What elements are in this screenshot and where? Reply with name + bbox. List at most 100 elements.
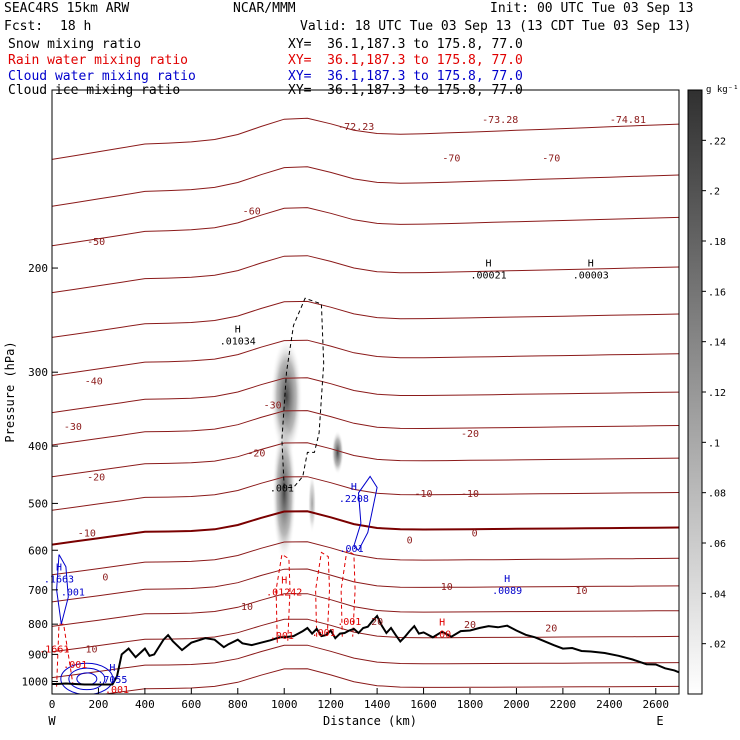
rain-contour [275, 553, 291, 643]
isotherm-label: -60 [243, 207, 261, 218]
min-value-label: .001 [61, 588, 85, 599]
isotherm-label: -10 [415, 489, 433, 500]
isotherm [52, 410, 679, 446]
isotherm [52, 541, 679, 576]
isotherm [52, 593, 679, 627]
colorbar [687, 89, 703, 695]
colorbar-units: g kg⁻¹ [706, 85, 739, 95]
max-value-label: .7055 [97, 675, 127, 686]
snow-patch [331, 430, 344, 475]
cloud-contour [353, 475, 378, 552]
x-tick-label: 1800 [457, 698, 484, 711]
east-label: E [656, 714, 663, 728]
max-value-label: .00003 [573, 270, 609, 281]
colorbar-tick-label: .22 [708, 136, 726, 147]
max-value-label: .00021 [471, 270, 507, 281]
x-tick-label: 600 [181, 698, 201, 711]
colorbar-tick-label: .16 [708, 287, 726, 298]
colorbar-ticks: .02 .04 .06 .08 .1 .12 .14 .16 .18 .2 .22 [702, 136, 726, 651]
min-value-label: .001 [270, 484, 294, 495]
colorbar-tick-label: .04 [708, 589, 726, 600]
max-value-label: .2208 [339, 494, 369, 505]
field-label-snow: Snow mixing ratio [8, 37, 142, 52]
isotherm [102, 668, 679, 694]
y-tick-label: 400 [28, 440, 48, 453]
field-label-cloud-water: Cloud water mixing ratio [8, 69, 196, 84]
ice-contour [281, 297, 325, 488]
y-tick-label: 800 [28, 618, 48, 631]
x-tick-label: 400 [135, 698, 155, 711]
min-value-label: .001 [337, 617, 361, 628]
x-tick-label: 800 [228, 698, 248, 711]
max-marker: H [351, 482, 357, 493]
isotherm-label: -20 [461, 429, 479, 440]
isotherm [52, 442, 679, 478]
west-label: W [48, 714, 56, 728]
plot-frame [51, 89, 680, 695]
cloud-contour [56, 554, 69, 625]
y-tick-label: 900 [28, 648, 48, 661]
max-value-label: .01242 [266, 588, 302, 599]
fcst-label: Fcst: [4, 19, 44, 34]
max-value-label: .0089 [492, 586, 522, 597]
x-tick-label: 2200 [550, 698, 577, 711]
max-value-label: .00 [433, 630, 451, 641]
max-marker: H [486, 258, 492, 269]
min-value-label: .001 [270, 631, 294, 642]
cloud-contour [76, 672, 98, 686]
field-xy-snow: XY= 36.1,187.3 to 175.8, 77.0 [288, 37, 523, 52]
max-marker: H [439, 618, 445, 629]
isotherm [52, 300, 679, 338]
x-axis-label: Distance (km) [323, 714, 417, 728]
y-tick-label: 200 [28, 262, 48, 275]
cloud-water-contours [56, 475, 378, 694]
snow-core [270, 336, 303, 457]
cloud-contour [68, 667, 106, 691]
min-value-label: .001 [63, 660, 87, 671]
max-value-label: .1663 [44, 575, 74, 586]
x-tick-label: 2000 [503, 698, 530, 711]
isotherm-label: -74.81 [610, 115, 646, 126]
colorbar-tick-label: .02 [708, 640, 726, 651]
org-label: NCAR/MMM [233, 1, 296, 16]
isotherm [52, 476, 679, 511]
x-tick-label: 1200 [317, 698, 344, 711]
colorbar-tick-label: .06 [708, 539, 726, 550]
y-tick-label: 1000 [22, 675, 49, 688]
x-tick-label: 2600 [643, 698, 670, 711]
y-tick-label: 300 [28, 366, 48, 379]
isotherm-label: -10 [78, 529, 96, 540]
field-xy-rain: XY= 36.1,187.3 to 175.8, 77.0 [288, 53, 523, 68]
max-marker: H [504, 574, 510, 585]
isotherm [52, 166, 679, 207]
temperature-contours [52, 117, 679, 694]
isotherm [52, 618, 679, 653]
colorbar-tick-label: .1 [708, 438, 720, 449]
field-label-rain: Rain water mixing ratio [8, 53, 189, 68]
isotherm [52, 568, 679, 603]
isotherm [52, 117, 679, 160]
isotherm-label: -40 [85, 377, 103, 388]
cloud-contour [60, 662, 114, 694]
x-tick-label: 1600 [410, 698, 437, 711]
isotherm [52, 510, 679, 546]
isotherm-label: -20 [247, 448, 265, 459]
max-value-label: .01034 [220, 336, 256, 347]
colorbar-tick-label: .2 [708, 187, 720, 198]
init-label: Init: 00 UTC Tue 03 Sep 13 [490, 1, 694, 16]
cloud-ice-contours [281, 297, 325, 488]
isotherm-label: -30 [64, 422, 82, 433]
axes: 0 200 400 600 800 1000 1200 1400 1600 1800 2000 220… [22, 262, 670, 711]
isotherm-label: 10 [575, 586, 587, 597]
isotherm-label: 10 [85, 645, 97, 656]
isotherm [52, 644, 679, 679]
isotherm-label: -72.23 [338, 122, 374, 133]
isotherm-label: 20 [464, 620, 476, 631]
contour-labels: -50 -60 -70 -70 -72.23 -73.28 -74.81 -40 -30 -30 -… [39, 115, 646, 696]
terrain-profile [52, 614, 679, 686]
isotherm-label: 10 [241, 602, 253, 613]
x-tick-label: 2400 [596, 698, 623, 711]
valid-label: Valid: 18 UTC Tue 03 Sep 13 (13 CDT Tue … [300, 19, 692, 34]
isotherm-label: 0 [407, 535, 413, 546]
